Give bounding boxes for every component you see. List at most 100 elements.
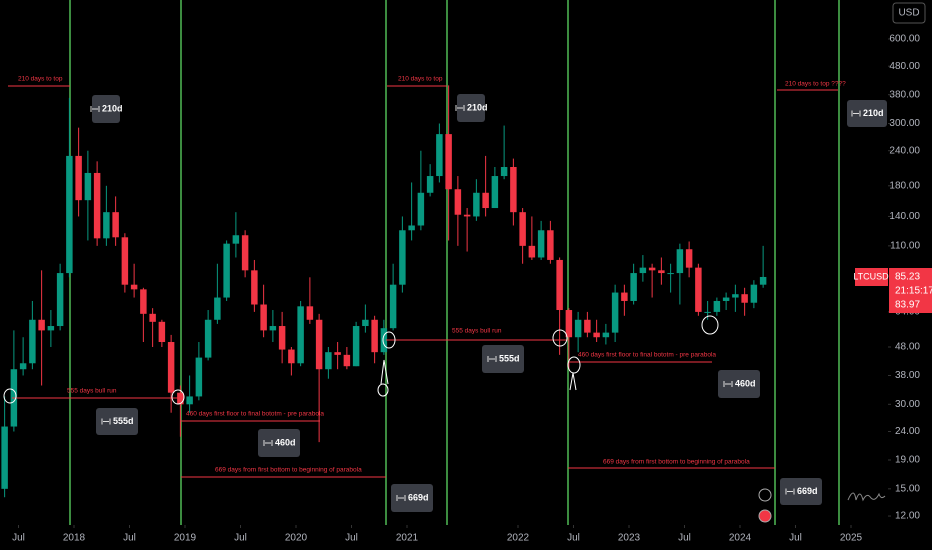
- measure-label: 460d: [735, 378, 756, 388]
- measure-icon: [101, 418, 111, 425]
- candle-body: [362, 319, 369, 327]
- measure-icon: [396, 495, 406, 501]
- candle-body: [528, 245, 536, 258]
- x-tick-label: Jul: [123, 533, 136, 544]
- candle-body: [593, 332, 600, 338]
- measure-label: 460d: [275, 437, 296, 447]
- x-tick-label: Jul: [234, 533, 247, 544]
- candle-body: [130, 284, 138, 290]
- y-tick-label: 30.00: [895, 399, 920, 410]
- measure-icon: [723, 381, 733, 387]
- candle-body: [195, 357, 203, 397]
- candle-body: [639, 267, 647, 274]
- candle-body: [352, 326, 360, 367]
- x-tick-label: Jul: [678, 533, 691, 544]
- y-tick-label: 480.00: [889, 61, 920, 72]
- price-axis: [888, 0, 932, 525]
- candle-body: [658, 270, 665, 274]
- candle-body: [38, 319, 45, 331]
- candle-body: [732, 294, 739, 298]
- candle-body: [399, 230, 406, 285]
- icon: [758, 488, 772, 502]
- annotation-text: 210 days to top ????: [785, 81, 846, 88]
- candle-body: [621, 292, 628, 301]
- annotation-text: 555 days bull run: [67, 388, 117, 395]
- circle-mark: [377, 383, 389, 397]
- candle-body: [695, 267, 702, 312]
- candle-body: [380, 328, 388, 353]
- circle-mark: [567, 356, 581, 374]
- candle-body: [454, 189, 462, 215]
- candle-body: [47, 326, 55, 331]
- measure-box: [92, 95, 120, 123]
- candle-body: [315, 319, 323, 370]
- candle-body: [371, 319, 378, 353]
- x-tick-label: 2020: [285, 533, 308, 544]
- measure-icon: [785, 488, 795, 495]
- prev-price: 83.97: [895, 300, 920, 311]
- y-tick-label: 600.00: [889, 34, 920, 45]
- currency: USD: [898, 8, 919, 19]
- candle-body: [297, 306, 304, 364]
- candle-body: [491, 176, 499, 209]
- measure-label: 669d: [797, 486, 818, 496]
- candle-body: [676, 249, 684, 274]
- circle-mark: [701, 315, 719, 335]
- last-price: 85.23: [895, 272, 920, 283]
- candle-body: [436, 134, 443, 177]
- measure-label: 210d: [863, 108, 884, 118]
- measure-label: 210d: [102, 103, 123, 113]
- candle-body: [584, 319, 591, 333]
- x-tick-label: Jul: [789, 533, 802, 544]
- candle-body: [537, 230, 545, 258]
- measure-label: 210d: [467, 102, 488, 112]
- measure-box: [258, 429, 300, 457]
- x-tick-label: 2021: [396, 533, 419, 544]
- x-tick-label: 2019: [174, 533, 197, 544]
- candle-body: [29, 319, 36, 364]
- candle-body: [759, 276, 767, 285]
- measure-box: [96, 408, 138, 435]
- candle-body: [84, 172, 92, 201]
- candle-body: [186, 396, 193, 405]
- candle-body: [232, 235, 240, 244]
- y-tick-label: 180.00: [889, 180, 920, 191]
- candle-body: [722, 297, 730, 301]
- candle-body: [204, 319, 212, 358]
- x-tick-label: 2024: [729, 533, 752, 544]
- candle-body: [288, 349, 295, 364]
- candle-body: [463, 214, 471, 217]
- annotation-text: 210 days to top: [18, 76, 63, 83]
- measure-icon: [487, 356, 497, 362]
- candle-body: [75, 155, 82, 201]
- candle-body: [556, 259, 563, 311]
- symbol-tag: [855, 268, 888, 286]
- candle-body: [565, 310, 573, 338]
- candle-body: [417, 192, 425, 226]
- candle-body: [611, 292, 619, 333]
- hand-drawn-marks: [3, 315, 886, 523]
- measure-icon: [851, 110, 861, 117]
- circle-mark: [171, 389, 185, 405]
- circle-mark: [382, 331, 396, 349]
- candle-body: [426, 176, 434, 193]
- measure-box: [391, 484, 433, 512]
- candle-body: [269, 326, 277, 331]
- annotation-text: 555 days bull run: [452, 328, 502, 335]
- x-axis: Jul 2018 Jul 2019 Jul 2020 Jul 2021 2022 Jul 2023 J…: [12, 525, 863, 544]
- candle-body: [750, 284, 758, 303]
- candle-body: [713, 300, 721, 312]
- signature: [847, 492, 886, 502]
- candle-body: [445, 134, 452, 190]
- candle-body: [334, 352, 341, 355]
- y-tick-label: 300.00: [889, 118, 920, 129]
- candle-body: [19, 363, 27, 370]
- candle-body: [510, 167, 517, 213]
- measure-box: [718, 370, 760, 398]
- y-tick-label: 240.00: [889, 145, 920, 156]
- candle-body: [112, 212, 119, 238]
- candle-body: [685, 249, 693, 268]
